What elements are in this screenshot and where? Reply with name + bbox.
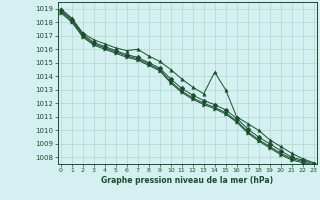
X-axis label: Graphe pression niveau de la mer (hPa): Graphe pression niveau de la mer (hPa) [101, 176, 273, 185]
